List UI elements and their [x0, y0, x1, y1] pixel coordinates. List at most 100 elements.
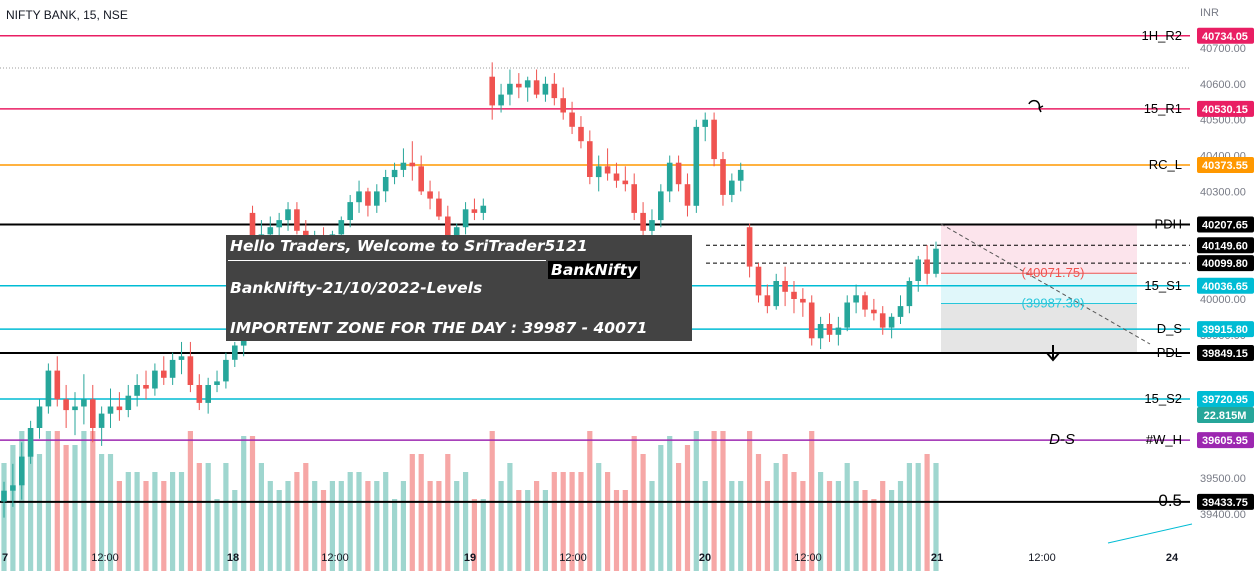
candle-body [232, 345, 238, 360]
level-name: #W_H [1146, 432, 1182, 447]
candle-body [729, 180, 735, 195]
volume-bar [862, 490, 868, 571]
candle-body [471, 209, 478, 213]
volume-bar [152, 472, 158, 571]
volume-bar [507, 463, 513, 571]
note-levels-title: BankNifty-21/10/2022-Levels [230, 279, 483, 297]
volume-bar [427, 481, 433, 571]
volume-bar [400, 481, 406, 571]
candle-body [54, 370, 61, 400]
volume-bar [658, 445, 664, 571]
candle-body [666, 162, 673, 192]
candle-body [711, 119, 717, 160]
volume-bar [471, 499, 477, 571]
volume-bar [676, 463, 682, 571]
candle-body [888, 316, 895, 328]
candle-body [223, 359, 229, 382]
volume-bar [782, 454, 788, 571]
volume-bar [480, 499, 486, 571]
candle-body [782, 281, 788, 292]
price-badge [1197, 237, 1254, 254]
candle-body [773, 281, 779, 307]
volume-bar [294, 472, 300, 571]
volume-bar [738, 481, 744, 571]
volume-bar [205, 463, 211, 571]
candle-body [285, 209, 291, 221]
price-badge [1197, 493, 1254, 510]
down-arrow-icon [1046, 345, 1060, 362]
volume-bar [569, 472, 575, 571]
candle-body [595, 166, 602, 178]
candle-body [98, 413, 105, 428]
annotation-ds: D-S [1049, 431, 1075, 448]
price-badge-text: 40207.65 [1202, 219, 1248, 231]
price-badge [1197, 277, 1254, 294]
candle-body [178, 356, 185, 360]
candle-body [631, 184, 637, 213]
volume-bar [241, 436, 247, 571]
candle-body [382, 177, 389, 192]
candle-body [489, 76, 495, 106]
candle-body [862, 295, 868, 310]
price-badge [1197, 255, 1254, 272]
volume-bar [649, 481, 655, 571]
level-name: PDL [1157, 345, 1182, 360]
candle-body [702, 119, 708, 127]
candle-body [808, 302, 815, 339]
volume-bar [329, 481, 335, 571]
candle-body [418, 166, 424, 192]
volume-bar [702, 481, 708, 571]
candle-body [125, 395, 132, 410]
candle-body [560, 98, 566, 113]
volume-bar [196, 463, 202, 571]
volume-bar [107, 454, 114, 571]
volume-bar [906, 463, 912, 571]
candle-body [879, 313, 886, 328]
zone-label: (40071.75) [1022, 265, 1085, 280]
candle-body [933, 248, 939, 274]
volume-bar [161, 481, 167, 571]
volume-bar [223, 463, 229, 571]
volume-bar [764, 481, 770, 571]
volume-bar [365, 481, 371, 571]
candle-body [214, 381, 220, 385]
candle-body [107, 406, 114, 414]
cyan-ray [1107, 523, 1193, 544]
volume-bar [897, 481, 904, 571]
candle-body [453, 227, 460, 238]
candle-body [374, 191, 380, 206]
candle-body [906, 281, 913, 307]
price-badge-text: 40149.60 [1202, 240, 1248, 252]
trader-note-box[interactable]: Hello Traders, Welcome to SriTrader5121 … [226, 235, 692, 341]
volume-bar [72, 445, 78, 571]
price-badge-text: 39605.95 [1202, 435, 1248, 447]
volume-bar [631, 436, 637, 571]
candle-body [542, 83, 549, 95]
symbol-title[interactable]: NIFTY BANK, 15, NSE [6, 8, 128, 22]
volume-bar [454, 481, 460, 571]
volume-bar [320, 490, 327, 571]
candle-body [63, 399, 69, 411]
note-tag: BankNifty [548, 261, 641, 279]
volume-bar [773, 463, 779, 571]
price-badge-text: 40530.15 [1202, 104, 1248, 116]
volume-bar [178, 472, 185, 571]
candle-body [658, 191, 664, 221]
volume-bar [534, 481, 540, 571]
price-tick-label: 40300.00 [1200, 186, 1246, 198]
candle-body [205, 385, 211, 403]
candle-body [826, 324, 833, 335]
candle-body [613, 173, 620, 181]
volume-bar [729, 481, 735, 571]
volume-bar [525, 490, 531, 571]
volume-bar [436, 481, 442, 571]
refresh-icon [1028, 99, 1044, 113]
volume-bar [170, 472, 176, 571]
volume-bar [28, 445, 34, 571]
time-tick-label: 21 [931, 552, 943, 564]
price-badge-text: 39849.15 [1202, 348, 1248, 360]
candle-body [161, 370, 167, 378]
candle-body [746, 227, 753, 267]
candle-body [551, 83, 558, 99]
